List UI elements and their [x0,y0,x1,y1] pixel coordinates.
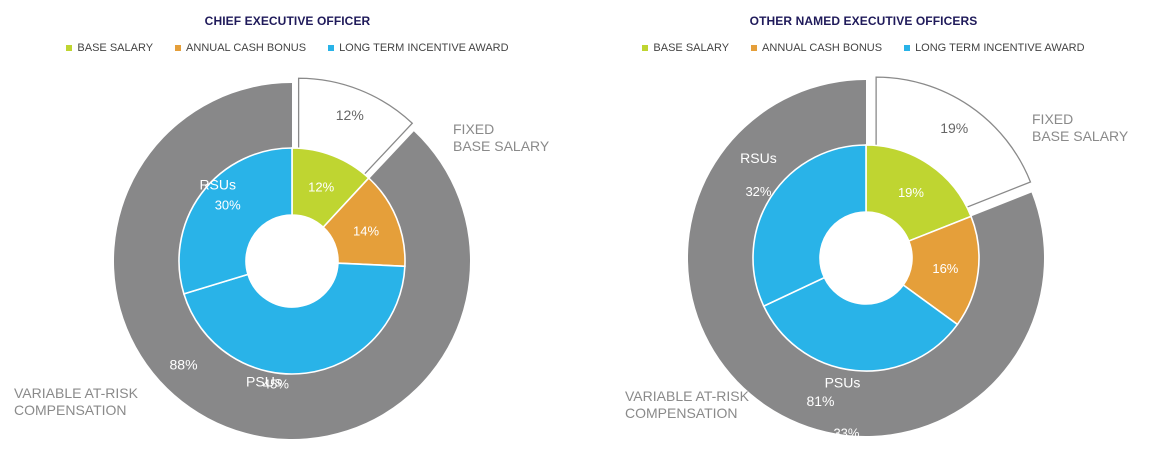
legend-item-base-salary: BASE SALARY [642,42,729,54]
annotation-line: FIXED [1032,111,1074,127]
fixed-base-salary-annotation: FIXED BASE SALARY [1032,111,1128,145]
legend-label: BASE SALARY [653,42,730,54]
annotation-line: VARIABLE AT-RISK [625,388,749,404]
chart-title: CHIEF EXECUTIVE OFFICER [204,14,371,28]
legend-label: BASE SALARY [77,42,154,54]
ceo-chart-panel: CHIEF EXECUTIVE OFFICER BASE SALARY ANNU… [0,0,575,453]
variable-at-risk-annotation: VARIABLE AT-RISK COMPENSATION [14,385,138,419]
inner-slice-name: PSUs [246,373,282,389]
other-neo-donut-chart: 19% 81% 19% 16% PSUs 33% RSUs 32% [688,76,1044,441]
legend-item-long-term-incentive: LONG TERM INCENTIVE AWARD [328,42,509,54]
annotation-line: FIXED [453,121,495,137]
inner-slice-name: PSUs [825,375,861,391]
legend-swatch [328,45,335,51]
donut-hole [246,215,338,307]
legend-swatch [642,45,649,51]
annotation-line: VARIABLE AT-RISK [14,385,138,401]
chart-legend: BASE SALARY ANNUAL CASH BONUS LONG TERM … [576,42,1151,54]
inner-slice-name: RSUs [740,150,777,166]
inner-slice-name: RSUs [199,176,236,192]
legend-swatch [66,45,73,51]
fixed-base-salary-annotation: FIXED BASE SALARY [453,121,549,155]
inner-slice-label: 16% [932,261,958,276]
outer-slice-label: 12% [336,107,364,123]
legend-item-long-term-incentive: LONG TERM INCENTIVE AWARD [904,42,1085,54]
annotation-line: BASE SALARY [453,138,550,154]
annotation-line: COMPENSATION [625,405,738,421]
inner-slice-label: 32% [745,184,771,199]
chart-legend: BASE SALARY ANNUAL CASH BONUS LONG TERM … [0,42,575,54]
annotation-line: BASE SALARY [1032,128,1129,144]
legend-swatch [175,45,182,51]
legend-item-annual-cash-bonus: ANNUAL CASH BONUS [175,42,306,54]
donut-hole [820,212,912,304]
variable-at-risk-annotation: VARIABLE AT-RISK COMPENSATION [625,388,749,422]
inner-slice-label: 33% [833,426,859,441]
legend-label: LONG TERM INCENTIVE AWARD [915,42,1085,54]
outer-slice-label: 19% [940,120,968,136]
inner-slice-label: 19% [898,185,924,200]
inner-slice-label: 14% [353,224,379,239]
legend-swatch [904,45,911,51]
inner-slice-label: 45% [263,376,289,391]
legend-label: ANNUAL CASH BONUS [762,42,883,54]
legend-label: ANNUAL CASH BONUS [186,42,307,54]
legend-swatch [751,45,758,51]
outer-slice-label: 81% [806,393,834,409]
legend-label: LONG TERM INCENTIVE AWARD [339,42,509,54]
legend-item-base-salary: BASE SALARY [66,42,153,54]
inner-slice-label: 12% [308,180,334,195]
other-neo-chart-panel: OTHER NAMED EXECUTIVE OFFICERS BASE SALA… [576,0,1151,453]
outer-slice-label: 88% [170,357,198,373]
annotation-line: COMPENSATION [14,402,127,418]
chart-title: OTHER NAMED EXECUTIVE OFFICERS [749,14,978,28]
inner-slice-label: 30% [215,197,241,212]
legend-item-annual-cash-bonus: ANNUAL CASH BONUS [751,42,882,54]
